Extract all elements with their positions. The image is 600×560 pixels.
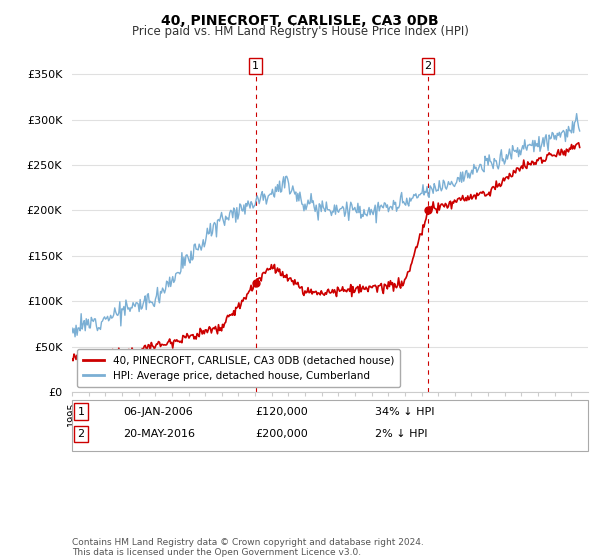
Text: 2: 2 xyxy=(77,429,85,439)
Text: 20-MAY-2016: 20-MAY-2016 xyxy=(123,429,195,439)
Text: 06-JAN-2006: 06-JAN-2006 xyxy=(123,407,193,417)
Legend: 40, PINECROFT, CARLISLE, CA3 0DB (detached house), HPI: Average price, detached : 40, PINECROFT, CARLISLE, CA3 0DB (detach… xyxy=(77,349,400,387)
Text: 2: 2 xyxy=(424,61,431,71)
Text: 40, PINECROFT, CARLISLE, CA3 0DB: 40, PINECROFT, CARLISLE, CA3 0DB xyxy=(161,14,439,28)
Text: 1: 1 xyxy=(77,407,85,417)
Text: Contains HM Land Registry data © Crown copyright and database right 2024.
This d: Contains HM Land Registry data © Crown c… xyxy=(72,538,424,557)
Text: Price paid vs. HM Land Registry's House Price Index (HPI): Price paid vs. HM Land Registry's House … xyxy=(131,25,469,38)
Text: £200,000: £200,000 xyxy=(255,429,308,439)
Text: 1: 1 xyxy=(252,61,259,71)
Text: £120,000: £120,000 xyxy=(255,407,308,417)
Text: 34% ↓ HPI: 34% ↓ HPI xyxy=(375,407,434,417)
Text: 2% ↓ HPI: 2% ↓ HPI xyxy=(375,429,427,439)
